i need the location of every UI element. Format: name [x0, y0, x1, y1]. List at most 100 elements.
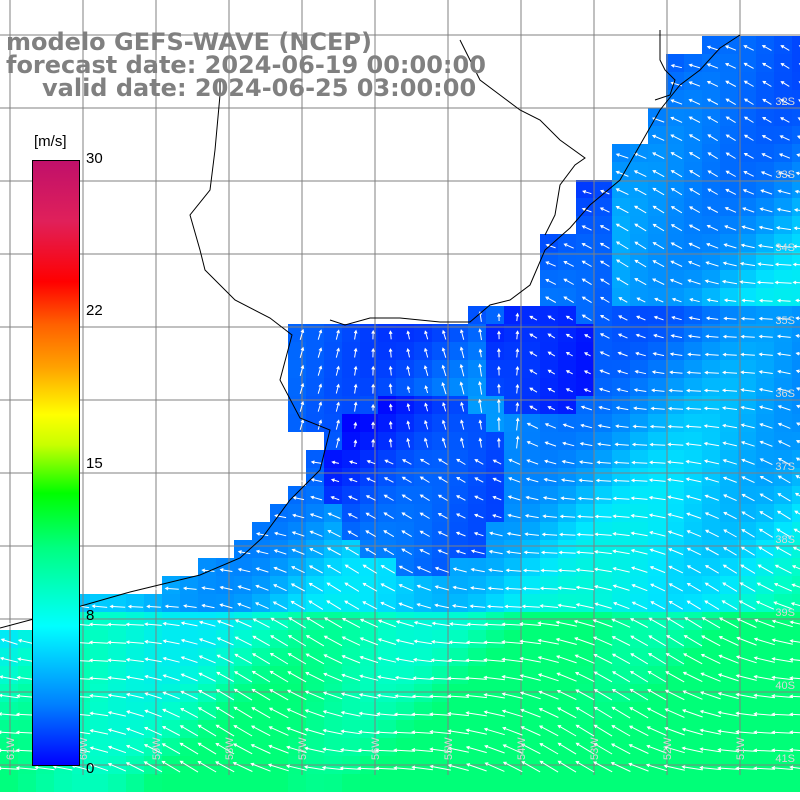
wind-arrow: [496, 416, 501, 431]
wind-speed-cell: [612, 414, 630, 432]
wind-speed-cell: [342, 630, 360, 648]
wind-speed-cell: [162, 576, 180, 594]
wind-arrow: [667, 424, 684, 429]
wind-arrow: [758, 370, 773, 374]
wind-arrow: [291, 566, 305, 574]
wind-arrow: [652, 242, 665, 250]
wind-speed-cell: [288, 360, 306, 378]
wind-speed-cell: [486, 360, 504, 378]
wind-arrow: [791, 583, 800, 588]
wind-speed-cell: [648, 288, 666, 306]
wind-arrow: [323, 654, 343, 664]
wind-arrow: [161, 743, 181, 755]
wind-arrow: [762, 116, 772, 123]
wind-speed-cell: [324, 522, 342, 540]
wind-arrow: [593, 742, 613, 755]
wind-speed-cell: [738, 774, 756, 792]
wind-arrow: [758, 528, 773, 538]
wind-arrow: [792, 280, 800, 285]
wind-arrow: [706, 28, 718, 33]
wind-arrow: [519, 691, 541, 700]
wind-speed-cell: [432, 378, 450, 396]
wind-arrow: [721, 388, 738, 393]
wind-arrow: [501, 709, 523, 718]
wind-speed-cell: [684, 396, 702, 414]
wind-arrow: [448, 640, 469, 645]
wind-arrow: [88, 658, 109, 663]
wind-speed-cell: [576, 198, 594, 216]
wind-speed-cell: [648, 126, 666, 144]
wind-arrow: [594, 514, 612, 519]
wind-speed-cell: [432, 396, 450, 414]
wind-arrow: [292, 478, 304, 483]
wind-speed-cell: [756, 234, 774, 252]
wind-arrow: [667, 406, 684, 411]
wind-arrow: [581, 296, 592, 304]
wind-speed-cell: [702, 486, 720, 504]
wind-speed-cell: [342, 540, 360, 558]
wind-arrow: [304, 727, 325, 736]
wind-speed-cell: [432, 522, 450, 540]
wind-arrow: [742, 189, 755, 195]
wind-arrow: [649, 548, 666, 555]
wind-speed-cell: [756, 720, 774, 738]
wind-arrow: [522, 568, 540, 573]
wind-speed-cell: [666, 648, 684, 666]
wind-speed-cell: [612, 486, 630, 504]
wind-arrow: [411, 748, 433, 752]
wind-speed-cell: [342, 738, 360, 756]
wind-speed-cell: [288, 378, 306, 396]
wind-arrow: [502, 761, 523, 773]
wind-arrow: [542, 514, 557, 519]
wind-arrow: [309, 548, 323, 556]
wind-speed-cell: [180, 630, 198, 648]
wind-speed-cell: [450, 666, 468, 684]
wind-arrow: [630, 531, 648, 537]
wind-speed-cell: [792, 252, 800, 270]
wind-speed-cell: [90, 666, 108, 684]
wind-arrow: [144, 639, 162, 645]
wind-speed-cell: [684, 378, 702, 396]
wind-arrow: [563, 243, 574, 249]
wind-arrow: [617, 333, 628, 339]
wind-speed-cell: [720, 432, 738, 450]
wind-speed-cell: [702, 72, 720, 90]
wind-speed-cell: [540, 360, 558, 378]
wind-arrow: [688, 116, 701, 123]
wind-arrow: [648, 635, 666, 647]
wind-speed-cell: [414, 630, 432, 648]
wind-arrow: [180, 673, 198, 682]
wind-arrow: [704, 477, 720, 483]
wind-speed-cell: [414, 612, 432, 630]
wind-arrow: [742, 207, 755, 213]
wind-arrow: [685, 424, 702, 429]
wind-speed-cell: [792, 108, 800, 126]
wind-speed-cell: [648, 630, 666, 648]
wind-arrow: [393, 712, 415, 717]
wind-speed-cell: [450, 612, 468, 630]
wind-speed-cell: [738, 720, 756, 738]
wind-speed-cell: [666, 270, 684, 288]
wind-arrow: [718, 654, 739, 664]
wind-speed-cell: [486, 540, 504, 558]
wind-speed-cell: [720, 36, 738, 54]
wind-speed-cell: [342, 450, 360, 468]
wind-speed-cell: [270, 522, 288, 540]
wind-speed-cell: [306, 666, 324, 684]
wind-speed-cell: [360, 432, 378, 450]
wind-arrow: [682, 690, 703, 700]
wind-speed-cell: [306, 522, 324, 540]
wind-speed-cell: [162, 612, 180, 630]
wind-arrow: [688, 98, 701, 105]
wind-speed-cell: [684, 594, 702, 612]
wind-speed-cell: [324, 378, 342, 396]
wind-speed-cell: [324, 774, 342, 792]
wind-arrow: [180, 638, 198, 645]
wind-arrow: [126, 710, 144, 717]
wind-arrow: [575, 585, 594, 591]
wind-arrow: [303, 765, 325, 771]
wind-speed-cell: [648, 450, 666, 468]
wind-speed-cell: [504, 576, 522, 594]
wind-arrow: [437, 476, 448, 483]
